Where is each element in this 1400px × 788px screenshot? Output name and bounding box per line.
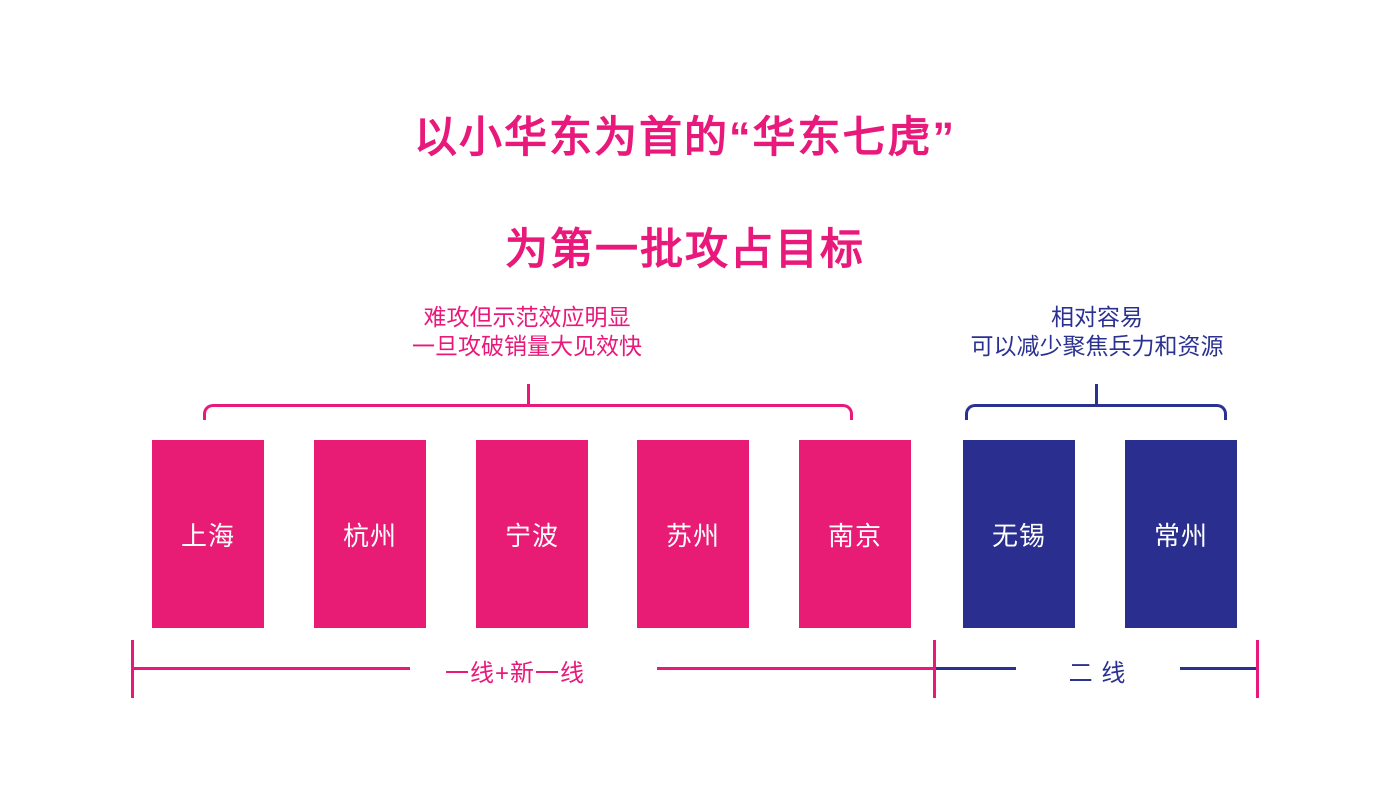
city-label: 上海: [180, 520, 235, 551]
city-label: 宁波: [504, 520, 559, 551]
city-box-wuxi: 无锡: [963, 440, 1075, 628]
brace-body: [965, 404, 1227, 420]
city-box-suzhou: 苏州: [637, 440, 749, 628]
primary-note-line-1: 难攻但示范效应明显: [423, 304, 631, 330]
brace-center-tick: [526, 384, 530, 406]
tier2-label: 二 线: [1068, 660, 1127, 687]
city-box-ningbo: 宁波: [476, 440, 588, 628]
tier2-right-tick: [1256, 640, 1259, 698]
secondary-note-line-1: 相对容易: [1051, 304, 1143, 330]
secondary-group-note: 相对容易 可以减少聚焦兵力和资源: [917, 303, 1277, 361]
city-box-hangzhou: 杭州: [314, 440, 426, 628]
city-label: 常州: [1153, 520, 1208, 551]
tier1-line-right: [657, 667, 934, 670]
primary-group-note: 难攻但示范效应明显 一旦攻破销量大见效快: [287, 303, 767, 361]
city-label: 杭州: [342, 520, 397, 551]
secondary-note-line-2: 可以减少聚焦兵力和资源: [970, 333, 1224, 359]
city-box-shanghai: 上海: [152, 440, 264, 628]
tier2-line-right: [1180, 667, 1257, 670]
tier-divider-tick: [933, 640, 936, 698]
tier1-label: 一线+新一线: [444, 660, 585, 687]
brace-body: [203, 404, 853, 420]
primary-group-brace: [203, 384, 853, 420]
tier2-line-left: [936, 667, 1016, 670]
city-box-nanjing: 南京: [799, 440, 911, 628]
city-label: 苏州: [665, 520, 720, 551]
city-label: 无锡: [991, 520, 1046, 551]
brace-center-tick: [1094, 384, 1098, 406]
city-box-changzhou: 常州: [1125, 440, 1237, 628]
page-title-line-1: 以小华东为首的“华东七虎”: [414, 114, 956, 162]
tier1-line-left: [132, 667, 410, 670]
secondary-group-brace: [965, 384, 1227, 420]
primary-note-line-2: 一旦攻破销量大见效快: [412, 333, 642, 359]
city-label: 南京: [827, 520, 882, 551]
page-title-line-2: 为第一批攻占目标: [505, 226, 865, 274]
